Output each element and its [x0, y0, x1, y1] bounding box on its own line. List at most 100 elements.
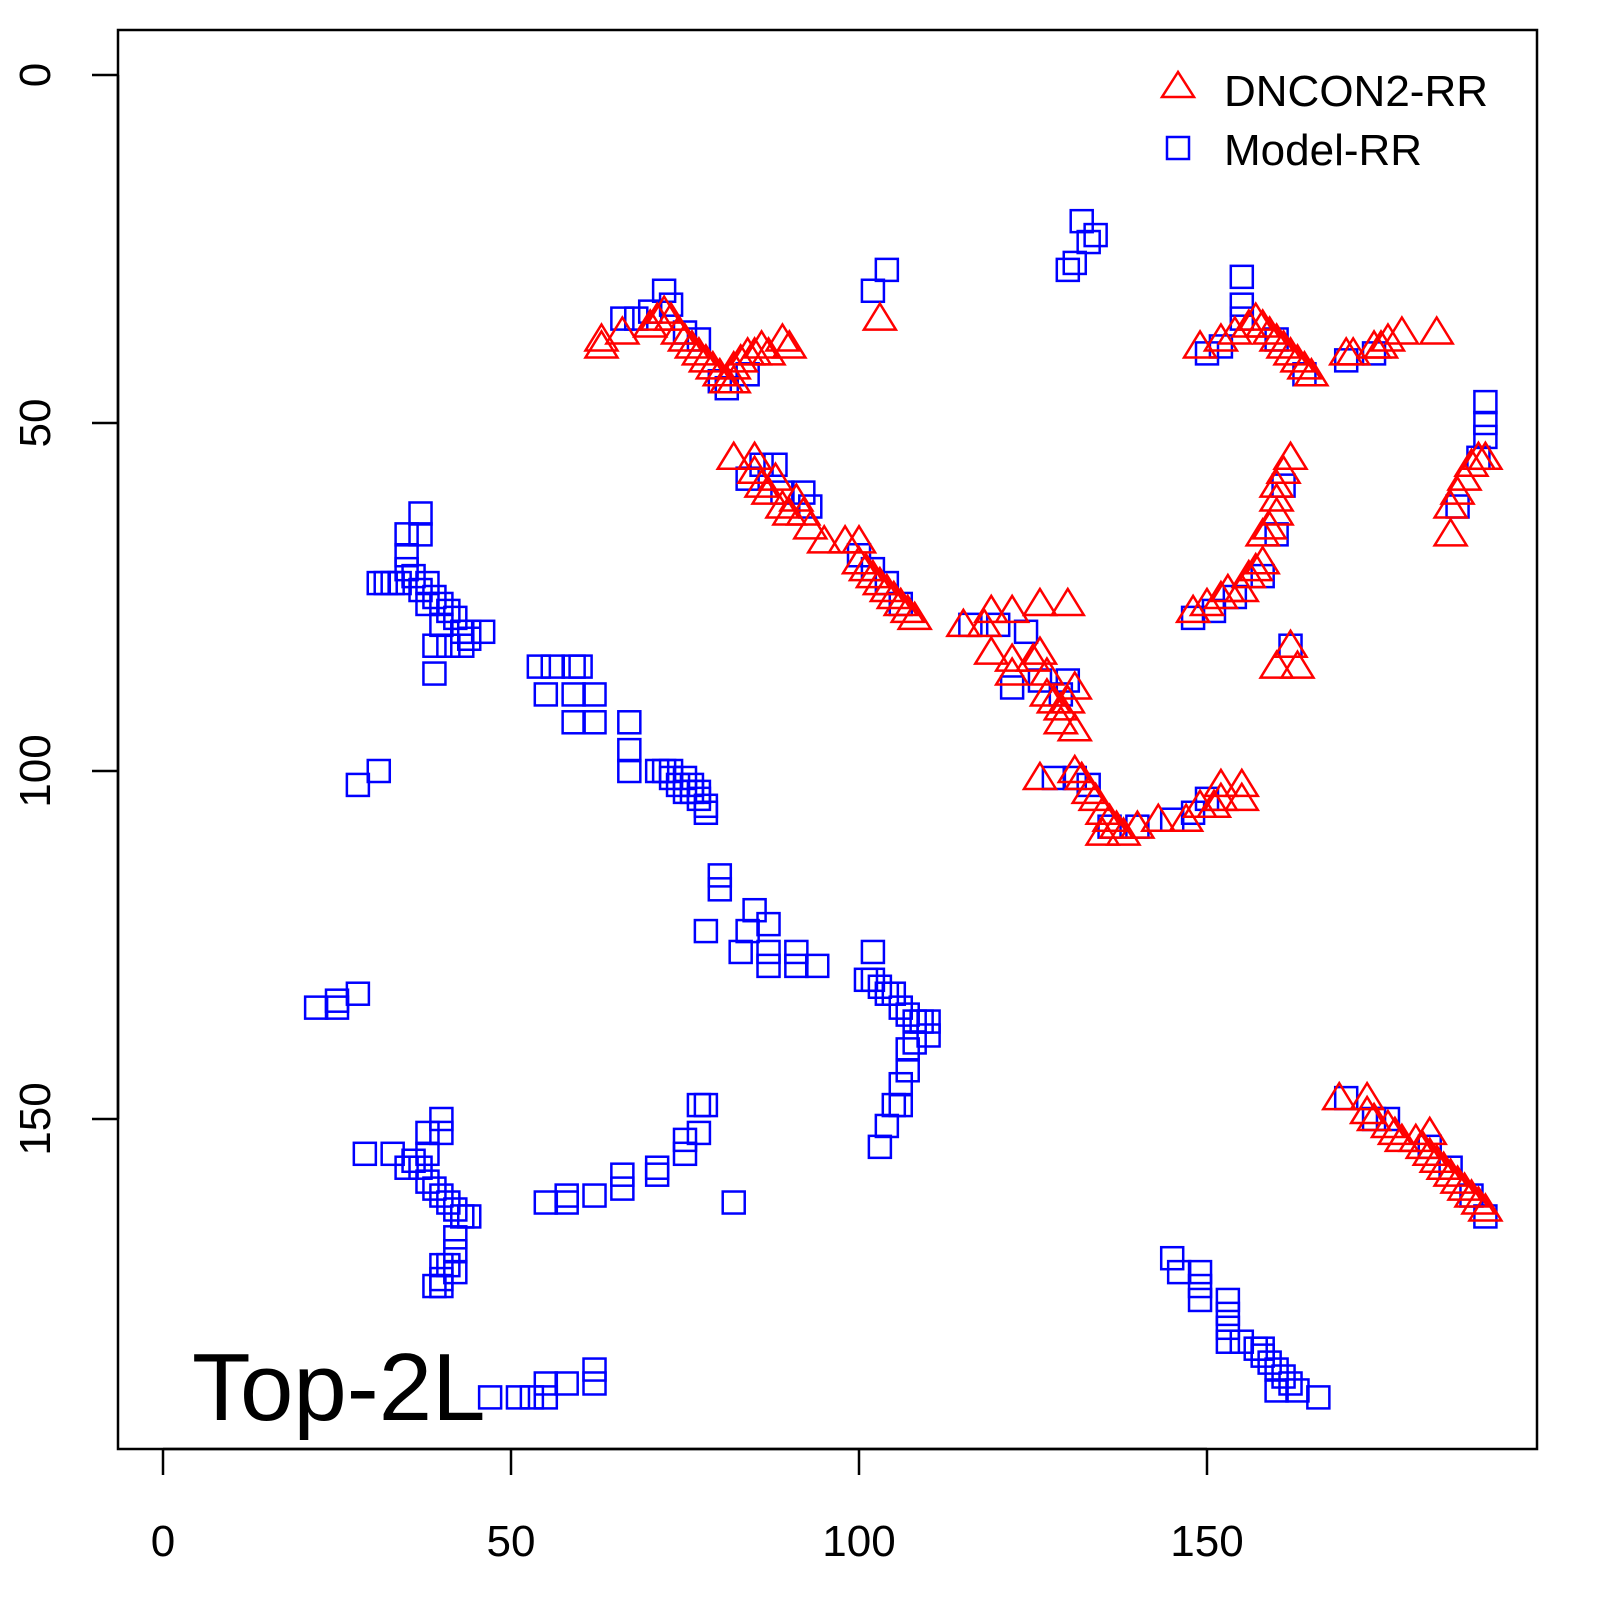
- model-rr-point: [443, 1225, 468, 1250]
- dncon2-rr-point: [1021, 760, 1059, 791]
- dncon2-rr-point: [694, 349, 732, 380]
- model-rr-point: [881, 981, 907, 1006]
- model-rr-point: [582, 710, 607, 735]
- dncon2-rr-point: [1237, 301, 1274, 331]
- model-rr-point: [756, 939, 781, 965]
- model-rr-point: [394, 556, 419, 582]
- dncon2-rr-point: [993, 642, 1031, 672]
- model-rr-point: [617, 737, 642, 763]
- dncon2-rr-point: [861, 565, 899, 596]
- model-rr-point: [324, 995, 350, 1020]
- dncon2-rr-point: [805, 523, 843, 554]
- model-rr-point: [742, 897, 767, 923]
- dncon2-rr-point: [1369, 322, 1407, 352]
- dncon2-rr-point: [1223, 781, 1261, 812]
- model-rr-point: [456, 1204, 482, 1229]
- model-rr-point: [686, 1092, 712, 1118]
- dncon2-rr-point: [1202, 767, 1240, 798]
- model-rr-point: [1215, 1287, 1241, 1313]
- dncon2-rr-point: [1258, 322, 1295, 352]
- model-rr-point: [540, 654, 566, 679]
- model-rr-point: [644, 1162, 670, 1187]
- model-rr-point: [610, 1176, 635, 1201]
- model-rr-point: [644, 758, 670, 784]
- dncon2-rr-point: [889, 593, 926, 624]
- model-rr-point: [610, 306, 635, 331]
- model-rr-point: [394, 522, 419, 547]
- dncon2-rr-point: [1049, 586, 1087, 617]
- model-rr-point: [1229, 1329, 1255, 1354]
- model-rr-point: [707, 877, 733, 902]
- dncon2-rr-point: [1418, 315, 1455, 345]
- model-rr-point: [303, 995, 329, 1020]
- model-rr-point: [415, 1141, 440, 1167]
- model-rr-point: [415, 1120, 440, 1146]
- model-rr-point: [1229, 264, 1255, 290]
- model-rr-point: [401, 563, 426, 589]
- model-rr-point: [561, 682, 586, 707]
- model-rr-point: [860, 967, 886, 993]
- model-rr-point: [860, 939, 886, 965]
- dncon2-rr-point: [1105, 816, 1142, 846]
- dncon2-rr-point: [847, 551, 885, 582]
- dncon2-rr-point: [973, 635, 1010, 665]
- dncon2-rr-point: [715, 440, 752, 471]
- legend: DNCON2-RR Model-RR: [1159, 67, 1488, 175]
- dncon2-rr-point: [1272, 336, 1309, 366]
- model-rr-point: [401, 1148, 426, 1174]
- model-rr-point: [429, 1273, 454, 1299]
- model-rr-point: [422, 661, 447, 686]
- model-rr-point: [610, 1162, 635, 1187]
- dncon2-rr-point: [1265, 329, 1302, 359]
- model-rr-point: [895, 1037, 920, 1062]
- model-rr-point: [617, 710, 642, 735]
- dncon2-rr-point: [1279, 342, 1316, 373]
- model-rr-point: [443, 1197, 468, 1222]
- model-rr-point: [422, 633, 447, 658]
- model-rr-point: [429, 612, 454, 638]
- model-rr-point: [422, 584, 447, 610]
- dncon2-rr-point: [1084, 795, 1121, 826]
- model-rr-point: [874, 1113, 900, 1139]
- dncon2-rr-point: [1321, 1080, 1358, 1111]
- model-rr-point: [1013, 619, 1039, 645]
- model-rr-point: [679, 772, 705, 798]
- dncon2-rr-point: [1293, 356, 1330, 387]
- dncon2-rr-point: [1028, 656, 1066, 686]
- model-rr-point: [1257, 1350, 1282, 1375]
- model-rr-point: [380, 1141, 405, 1167]
- dncon2-rr-point: [1411, 1115, 1448, 1146]
- model-rr-point: [436, 633, 461, 658]
- model-rr-point: [456, 619, 482, 645]
- model-rr-point: [693, 793, 719, 819]
- model-rr-point: [686, 786, 712, 812]
- model-rr-point: [784, 953, 809, 979]
- dncon2-rr-point: [1014, 642, 1052, 672]
- model-rr-point: [477, 1385, 503, 1410]
- model-rr-point: [1250, 1336, 1275, 1361]
- dncon2-rr-point: [973, 593, 1010, 624]
- model-rr-point: [533, 1371, 559, 1396]
- model-rr-point: [658, 758, 684, 784]
- model-rr-point: [686, 1120, 712, 1146]
- model-rr-point: [693, 918, 719, 944]
- model-rr-point: [582, 1357, 607, 1382]
- model-rr-point: [373, 570, 398, 596]
- data-marks: [303, 208, 1504, 1410]
- dncon2-rr-point: [1383, 315, 1421, 345]
- model-rr-point: [902, 1009, 927, 1034]
- dncon2-rr-point: [1460, 1185, 1497, 1215]
- dncon2-rr-point: [1397, 1122, 1435, 1153]
- model-rr-point: [519, 1385, 545, 1410]
- model-rr-point: [1187, 1259, 1213, 1285]
- model-rr-point: [1229, 292, 1255, 317]
- dncon2-rr-point: [1258, 649, 1295, 679]
- model-rr-point: [763, 452, 788, 478]
- model-rr-point: [443, 605, 468, 631]
- model-rr-point: [415, 570, 440, 596]
- dncon2-rr-point: [1084, 816, 1121, 846]
- model-rr-point: [1076, 229, 1101, 255]
- dncon2-rr-point: [840, 544, 878, 575]
- dncon2-rr-point: [1355, 1101, 1393, 1132]
- model-rr-point: [672, 1141, 698, 1167]
